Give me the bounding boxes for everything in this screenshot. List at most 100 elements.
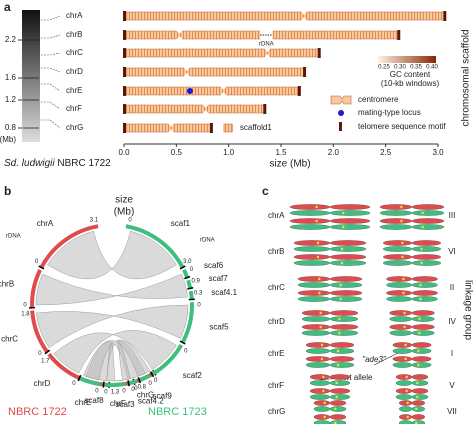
row-chr: chrB	[268, 247, 284, 256]
genome-arc	[125, 224, 185, 269]
locus	[335, 381, 338, 385]
locus	[403, 325, 406, 329]
x-tick-label: 2.5	[380, 148, 392, 157]
locus	[334, 407, 337, 411]
genome-arc	[30, 310, 49, 354]
locus	[404, 343, 407, 347]
locus	[320, 357, 324, 361]
chromatid	[293, 246, 331, 252]
panel-c: c linkage group "ade3" wt allele chrA III…	[262, 184, 473, 424]
telomere	[297, 86, 301, 96]
arc-tick-label: 0	[95, 388, 99, 394]
chromatid	[301, 310, 331, 316]
locus	[315, 219, 318, 223]
locus	[318, 277, 321, 281]
chromatid	[395, 380, 413, 386]
chromatid	[305, 356, 331, 362]
linkage-group: V	[449, 381, 455, 390]
gc-colorbar	[378, 56, 436, 63]
locus	[417, 349, 420, 353]
locus	[406, 401, 409, 405]
arc-tick-label: 0	[190, 267, 194, 273]
linkage-group: I	[451, 349, 453, 358]
chromatid	[392, 348, 413, 354]
arc-end	[127, 380, 130, 387]
chromatid	[411, 282, 438, 288]
genome-arc	[47, 352, 81, 380]
locus	[403, 311, 406, 315]
arc-end	[38, 265, 45, 270]
chromatid	[411, 204, 445, 210]
arc-end	[149, 371, 155, 378]
arc-label: chrF	[110, 399, 126, 408]
locus	[340, 261, 344, 265]
chromatid	[379, 204, 413, 210]
chromatid	[329, 276, 363, 282]
chromatid	[329, 296, 363, 302]
chromatid	[329, 282, 363, 288]
chromosome-label: chrE	[66, 86, 82, 95]
chromatid	[329, 394, 351, 400]
telomere	[209, 123, 213, 133]
chromatid	[329, 380, 351, 386]
locus	[421, 225, 424, 229]
connector	[41, 101, 61, 110]
chromosome-bar	[123, 123, 213, 133]
chromatid	[297, 276, 331, 282]
arc-end	[77, 375, 82, 382]
genome-arc	[103, 381, 127, 387]
chromatid	[383, 246, 413, 252]
synteny-ribbon	[35, 273, 188, 306]
chromatid	[411, 290, 438, 296]
locus	[336, 349, 340, 353]
telomere	[397, 30, 401, 40]
linkage-group: VI	[448, 247, 456, 256]
arc-label: scaf4.1	[211, 288, 237, 297]
chromatid	[392, 362, 413, 368]
gel-tick-label: 1.2	[5, 95, 17, 104]
chromatid	[329, 362, 355, 368]
left-strain: NBRC 1722	[8, 406, 67, 418]
chromatid	[411, 374, 429, 380]
chromatid	[293, 260, 331, 266]
chromatid	[386, 290, 413, 296]
arc-tick-label: 0	[72, 381, 76, 387]
connector	[41, 83, 61, 92]
centromere	[264, 48, 271, 58]
telomere	[317, 48, 321, 58]
chromatid	[411, 310, 435, 316]
chromatid	[411, 224, 445, 230]
locus	[334, 421, 337, 424]
arc-tick-label: 0	[131, 387, 135, 393]
row-chr: chrC	[268, 283, 285, 292]
panel-letter: a	[4, 0, 11, 14]
chromatid	[379, 218, 413, 224]
centromere	[176, 30, 183, 40]
arc-label: scaf6	[204, 261, 224, 270]
synteny-ribbon	[47, 231, 177, 280]
locus	[316, 255, 320, 259]
chromatid	[411, 400, 425, 406]
chromatid	[383, 260, 413, 266]
chromatid	[379, 224, 413, 230]
centromere	[202, 104, 209, 114]
gc-tick-label: 0.40	[426, 65, 438, 71]
panel-b: b size (Mb) NBRC 1722 NBRC 1723 rDNA rDN…	[0, 184, 238, 418]
chromatid	[329, 324, 359, 330]
arc-label: scaf3	[115, 400, 135, 409]
chromatid	[411, 246, 441, 252]
chromatid	[289, 210, 331, 216]
legend-centromere: centromere	[358, 95, 399, 104]
chromosome-label: chrC	[66, 48, 83, 57]
chromatid	[309, 380, 331, 386]
arc-label: scaf1	[171, 219, 191, 228]
arc-label: scaf7	[209, 274, 229, 283]
chromatid	[305, 342, 331, 348]
connector	[41, 34, 61, 39]
arc-tick-label: 1.8	[21, 312, 30, 318]
linkage-group: II	[450, 283, 454, 292]
locus	[316, 241, 320, 245]
x-tick-label: 1.5	[275, 148, 287, 157]
arc-tick-label: 0.8	[138, 384, 147, 390]
